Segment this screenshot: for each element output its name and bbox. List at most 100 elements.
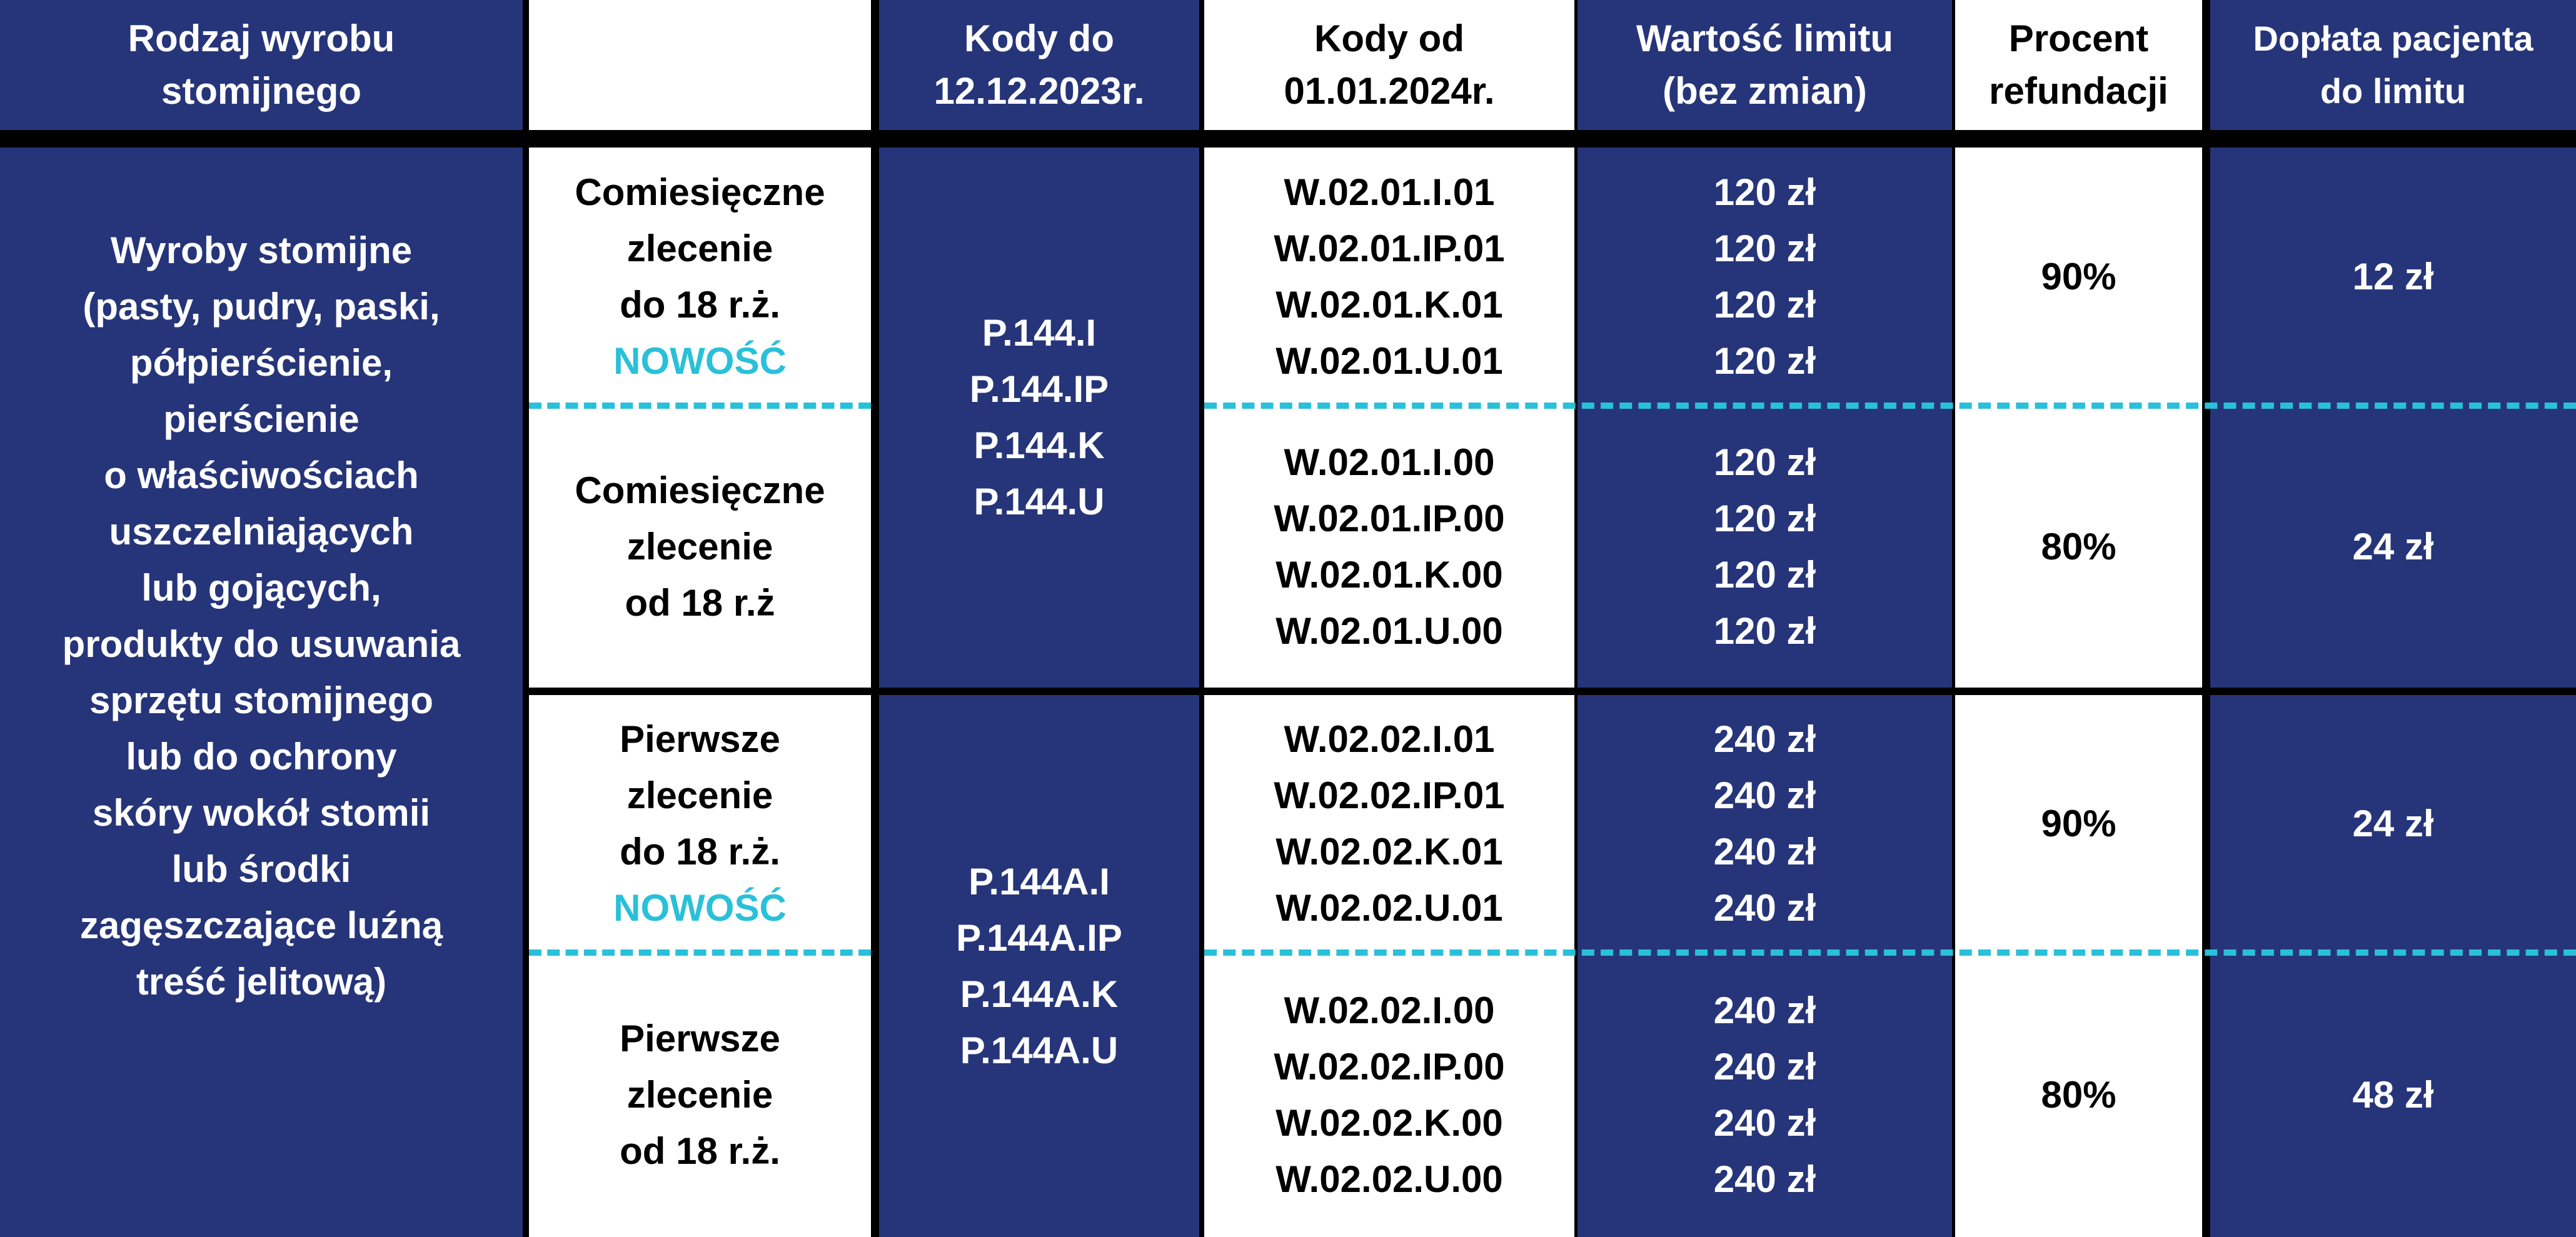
dashed-divider (1204, 949, 2576, 956)
header-new-codes: Kody od 01.01.2024r. (1204, 0, 1574, 130)
new-code: W.02.02.K.00 (1275, 1101, 1503, 1144)
product-description-line: produkty do usuwania (62, 623, 461, 665)
product-description-line: lub do ochrony (126, 736, 397, 778)
copay-cell: 48 zł (2210, 953, 2576, 1237)
order-type-cell: Pierwsze zlecenie od 18 r.ż. (529, 953, 871, 1237)
new-code: W.02.02.K.01 (1275, 831, 1503, 873)
order-type-line: Pierwsze (620, 718, 780, 760)
old-code: P.144A.IP (956, 916, 1122, 959)
limit-value: 120 zł (1713, 227, 1816, 269)
refund-percent: 80% (2041, 525, 2116, 568)
percent-cell: 90% (1955, 695, 2202, 953)
percent-cell: 80% (1955, 406, 2202, 688)
header-line: refundacji (1989, 70, 2168, 112)
old-code: P.144A.U (960, 1029, 1119, 1071)
header-line: Wartość limitu (1636, 18, 1894, 59)
limit-value: 120 zł (1713, 609, 1816, 652)
order-type-line: zlecenie (626, 1073, 773, 1116)
new-badge: NOWOŚĆ (613, 339, 787, 382)
old-codes-cell: P.144.I P.144.IP P.144.K P.144.U (879, 148, 1199, 688)
limit-value: 240 zł (1713, 831, 1816, 873)
order-type-cell: Comiesięczne zlecenie do 18 r.ż. NOWOŚĆ (529, 148, 871, 406)
new-code: W.02.01.I.00 (1284, 441, 1495, 483)
refund-percent: 80% (2041, 1073, 2116, 1116)
header-old-codes: Kody do 12.12.2023r. (879, 0, 1199, 130)
header-line: Kody do (964, 18, 1114, 59)
copay-cell: 24 zł (2210, 695, 2576, 953)
new-code: W.02.01.U.00 (1275, 609, 1503, 652)
limit-value: 240 zł (1713, 774, 1816, 816)
new-code: W.02.02.IP.01 (1274, 774, 1505, 816)
product-description-line: o właściwościach (104, 454, 419, 496)
limit-value: 120 zł (1713, 553, 1816, 596)
header-line: Rodzaj wyrobu (128, 18, 395, 59)
product-description: Wyroby stomijne (pasty, pudry, paski, półp… (0, 148, 523, 1237)
patient-copay: 24 zł (2352, 803, 2434, 844)
new-code: W.02.02.IP.00 (1274, 1045, 1505, 1088)
order-type-cell: Pierwsze zlecenie do 18 r.ż. NOWOŚĆ (529, 695, 871, 953)
limit-value: 120 zł (1713, 283, 1816, 326)
product-description-line: lub środki (171, 848, 351, 890)
product-description-line: półpierścienie, (129, 342, 393, 384)
header-line: stomijnego (161, 70, 361, 112)
product-description-line: lub gojących, (141, 567, 381, 609)
new-code: W.02.01.K.01 (1275, 283, 1503, 326)
new-codes-cell: W.02.01.I.01 W.02.01.IP.01 W.02.01.K.01 W.0… (1204, 148, 1574, 406)
order-type-line: od 18 r.ż (625, 581, 775, 624)
order-type-line: do 18 r.ż. (620, 283, 780, 326)
new-code: W.02.01.IP.00 (1274, 497, 1505, 539)
order-type-line: zlecenie (626, 525, 773, 568)
percent-cell: 80% (1955, 953, 2202, 1237)
old-code: P.144.K (974, 424, 1105, 466)
new-code: W.02.02.I.00 (1284, 989, 1495, 1031)
header-product-type: Rodzaj wyrobu stomijnego (0, 0, 523, 130)
copay-cell: 24 zł (2210, 406, 2576, 688)
order-type-cell: Comiesięczne zlecenie od 18 r.ż (529, 406, 871, 688)
product-description-line: treść jelitową) (136, 961, 387, 1003)
header-line: do limitu (2320, 71, 2467, 111)
limit-value: 120 zł (1713, 441, 1816, 483)
product-description-line: Wyroby stomijne (110, 229, 413, 271)
new-badge: NOWOŚĆ (613, 887, 787, 929)
limit-value: 240 zł (1713, 887, 1816, 929)
order-type-line: Comiesięczne (575, 171, 825, 213)
old-code: P.144A.K (960, 973, 1119, 1015)
header-line: 12.12.2023r. (933, 70, 1145, 112)
header-refund-percent: Procent refundacji (1955, 0, 2202, 130)
old-code: P.144.U (974, 481, 1105, 523)
order-type-line: zlecenie (626, 774, 773, 816)
patient-copay: 12 zł (2352, 255, 2434, 298)
dashed-divider (529, 403, 871, 409)
product-description-line: skóry wokół stomii (92, 792, 431, 834)
dashed-divider (529, 949, 871, 956)
header-line: 01.01.2024r. (1284, 70, 1495, 112)
product-description-line: zagęszczające luźną (79, 904, 443, 946)
order-type-line: do 18 r.ż. (620, 831, 780, 873)
header-empty (529, 0, 871, 130)
order-type-line: od 18 r.ż. (620, 1129, 780, 1172)
limit-cell: 120 zł 120 zł 120 zł 120 zł (1577, 406, 1952, 688)
header-limit-value: Wartość limitu (bez zmian) (1577, 0, 1952, 130)
limit-value: 240 zł (1713, 718, 1816, 760)
header-line: Procent (2008, 18, 2149, 59)
product-description-line: sprzętu stomijnego (89, 679, 434, 721)
header-line: Kody od (1314, 18, 1464, 59)
order-type-line: Pierwsze (620, 1017, 780, 1059)
limit-value: 120 zł (1713, 171, 1816, 213)
copay-cell: 12 zł (2210, 148, 2576, 406)
new-code: W.02.01.I.01 (1284, 171, 1495, 213)
limit-value: 120 zł (1713, 339, 1816, 382)
new-codes-cell: W.02.02.I.00 W.02.02.IP.00 W.02.02.K.00 W.0… (1204, 953, 1574, 1237)
patient-copay: 48 zł (2352, 1073, 2434, 1116)
refund-percent: 90% (2041, 803, 2116, 844)
new-code: W.02.02.I.01 (1284, 718, 1495, 760)
limit-value: 240 zł (1713, 1158, 1816, 1200)
limit-value: 240 zł (1713, 1101, 1816, 1144)
new-code: W.02.02.U.00 (1275, 1158, 1503, 1200)
dashed-divider (1204, 403, 2576, 409)
old-code: P.144.I (982, 312, 1097, 354)
refund-percent: 90% (2041, 255, 2116, 298)
limit-value: 240 zł (1713, 1045, 1816, 1088)
header-line: (bez zmian) (1663, 70, 1867, 112)
new-code: W.02.02.U.01 (1275, 887, 1503, 929)
